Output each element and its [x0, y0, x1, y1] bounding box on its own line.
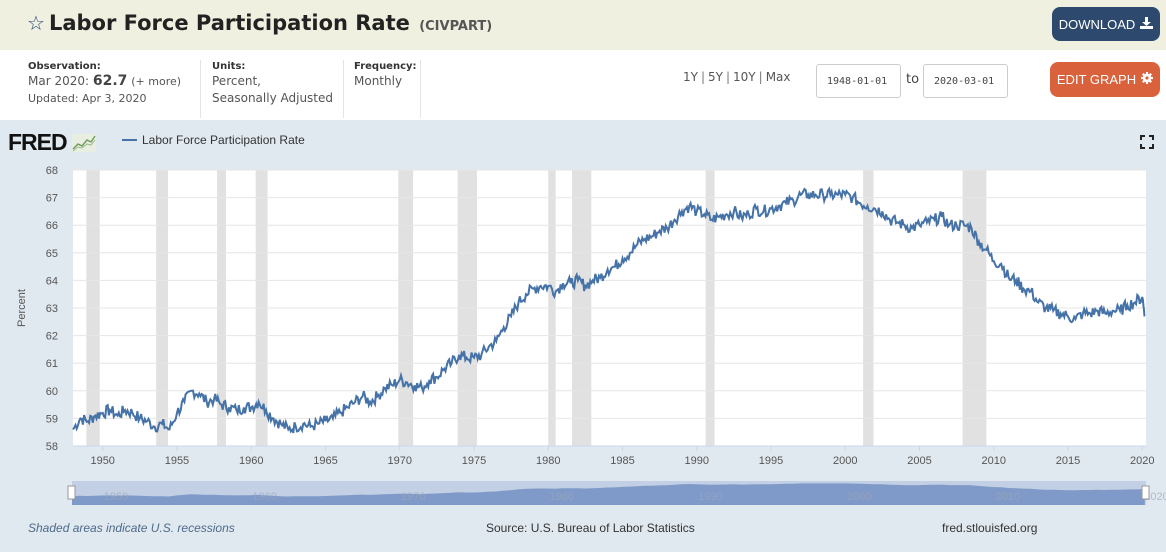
meta-divider	[343, 60, 344, 118]
units-label: Units:	[212, 61, 246, 72]
start-date-input[interactable]	[816, 64, 901, 98]
navigator-tick-label: 1950	[104, 491, 128, 503]
fred-url-link[interactable]: fred.stlouisfed.org	[942, 521, 1038, 535]
x-tick-label: 1995	[759, 455, 783, 467]
chart-legend[interactable]: Labor Force Participation Rate	[122, 133, 305, 147]
fred-chart-icon	[72, 134, 97, 152]
x-tick-label: 1965	[313, 455, 337, 467]
frequency-block: Frequency: Monthly	[354, 60, 417, 90]
x-tick-label: 1970	[387, 455, 411, 467]
series-code: (CIVPART)	[419, 19, 493, 34]
y-tick-label: 68	[46, 165, 58, 177]
units-block: Units: Percent, Seasonally Adjusted	[212, 60, 333, 107]
star-icon[interactable]: ☆	[27, 11, 45, 35]
y-tick-label: 58	[46, 441, 58, 453]
meta-divider	[420, 60, 421, 118]
x-tick-label: 1950	[90, 455, 114, 467]
x-tick-label: 1990	[685, 455, 709, 467]
observation-value: 62.7	[92, 73, 128, 89]
observation-date: Mar 2020:	[28, 74, 90, 88]
meta-divider	[200, 60, 201, 118]
fred-logo-text: FRED	[8, 129, 68, 155]
navigator-tick-label: 1980	[550, 491, 574, 503]
navigator-tick-label: 2010	[996, 491, 1020, 503]
y-tick-label: 64	[46, 275, 58, 287]
observation-label: Observation:	[28, 61, 101, 72]
page-header: ☆ Labor Force Participation Rate (CIVPART…	[0, 0, 1166, 50]
x-tick-label: 2000	[833, 455, 857, 467]
source-text: Source: U.S. Bureau of Labor Statistics	[486, 521, 695, 535]
range-separator: |	[725, 70, 731, 84]
gear-icon	[1141, 72, 1154, 87]
units-line-2: Seasonally Adjusted	[212, 91, 334, 105]
series-line	[72, 186, 1146, 434]
x-tick-label: 2010	[982, 455, 1006, 467]
range-selector: 1Y | 5Y | 10Y | Max	[683, 70, 791, 84]
frequency-label: Frequency:	[354, 61, 417, 72]
page-title: ☆ Labor Force Participation Rate (CIVPART…	[27, 11, 492, 35]
y-tick-label: 60	[46, 386, 58, 398]
y-tick-label: 62	[46, 331, 58, 343]
y-tick-label: 66	[46, 220, 58, 232]
navigator-handle-left[interactable]	[67, 485, 76, 500]
observation-block: Observation: Mar 2020: 62.7 (+ more) Upd…	[28, 60, 181, 107]
y-tick-label: 65	[46, 248, 58, 260]
x-tick-label: 2020	[1130, 455, 1154, 467]
range-separator: |	[700, 70, 706, 84]
download-button[interactable]: DOWNLOAD	[1052, 7, 1160, 41]
range-5y[interactable]: 5Y	[708, 70, 723, 84]
recession-note: Shaded areas indicate U.S. recessions	[28, 521, 235, 535]
navigator-tick-label: 1990	[698, 491, 722, 503]
legend-label: Labor Force Participation Rate	[142, 133, 305, 147]
y-tick-label: 61	[46, 358, 58, 370]
units-line-1: Percent,	[212, 74, 261, 88]
y-axis-label: Percent	[16, 289, 28, 327]
observation-more-link[interactable]: (+ more)	[131, 75, 182, 88]
fullscreen-icon[interactable]	[1140, 134, 1154, 149]
x-tick-label: 2015	[1056, 455, 1080, 467]
y-tick-label: 59	[46, 413, 58, 425]
x-tick-label: 1975	[462, 455, 486, 467]
observation-line: Mar 2020: 62.7 (+ more)	[28, 73, 181, 90]
x-tick-label: 1985	[610, 455, 634, 467]
navigator-handle-right[interactable]	[1141, 485, 1150, 500]
range-max[interactable]: Max	[765, 70, 791, 84]
navigator-tick-label: 2000	[847, 491, 871, 503]
navigator-tick-label: 1970	[401, 491, 425, 503]
range-10y[interactable]: 10Y	[733, 70, 756, 84]
x-tick-label: 1960	[239, 455, 263, 467]
download-label: DOWNLOAD	[1058, 16, 1136, 32]
navigator-tick-label: 2020	[1144, 491, 1166, 503]
range-separator: |	[758, 70, 763, 84]
end-date-input[interactable]	[923, 64, 1008, 98]
edit-graph-button[interactable]: EDIT GRAPH	[1050, 62, 1160, 97]
series-title: Labor Force Participation Rate	[48, 11, 410, 35]
range-1y[interactable]: 1Y	[683, 70, 698, 84]
legend-swatch	[122, 139, 137, 141]
navigator-area	[72, 483, 1145, 505]
updated-date: Updated: Apr 3, 2020	[28, 92, 147, 105]
edit-graph-label: EDIT GRAPH	[1056, 72, 1137, 87]
fred-logo: FRED	[8, 129, 97, 156]
y-tick-label: 67	[46, 193, 58, 205]
to-label: to	[906, 72, 920, 87]
navigator-tick-label: 1960	[252, 491, 276, 503]
x-tick-label: 1980	[536, 455, 560, 467]
download-icon	[1140, 16, 1154, 32]
frequency-value: Monthly	[354, 74, 403, 88]
x-tick-label: 2005	[907, 455, 931, 467]
x-tick-label: 1955	[165, 455, 189, 467]
y-tick-label: 63	[46, 303, 58, 315]
